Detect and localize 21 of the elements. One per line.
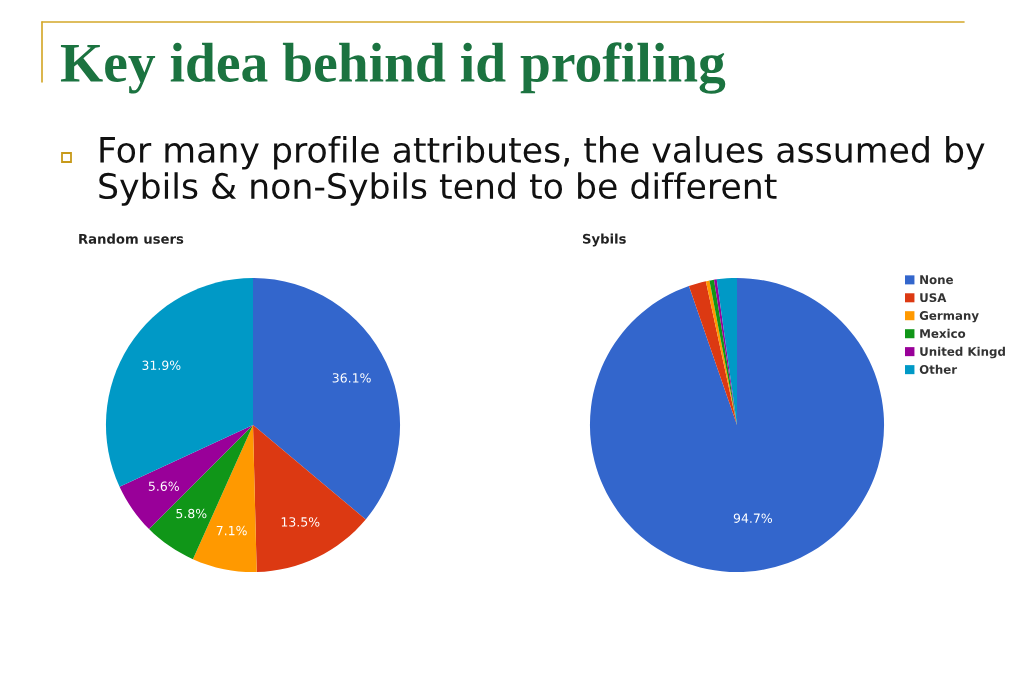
legend-label: Other [919,364,958,374]
data-label: 36.1% [332,373,371,383]
data-label: 7.1% [216,525,247,536]
legend-label: USA [920,293,947,303]
legend-label: Mexico [920,328,966,338]
pie-slice [253,425,366,573]
data-label: 5.8% [176,508,207,519]
pie-slice [589,277,885,573]
legend-label: United Kingd [920,346,1005,359]
legend-label: Germany [919,311,979,323]
data-label: 94.7% [733,513,773,523]
chart-title: Random users [79,233,184,244]
pie-slice [149,425,253,560]
legend-label: None [920,275,953,285]
pie-slice [688,281,737,425]
data-label: 31.9% [142,360,181,371]
chart-title: Sybils [582,233,626,247]
data-label: 5.6% [148,481,179,491]
text: Key idea behind id profiling [60,42,726,94]
text: For many profile attributes, the values assumed by Sybils & non-Sybils tend to be different [99,136,985,206]
data-label: 13.5% [281,517,320,527]
